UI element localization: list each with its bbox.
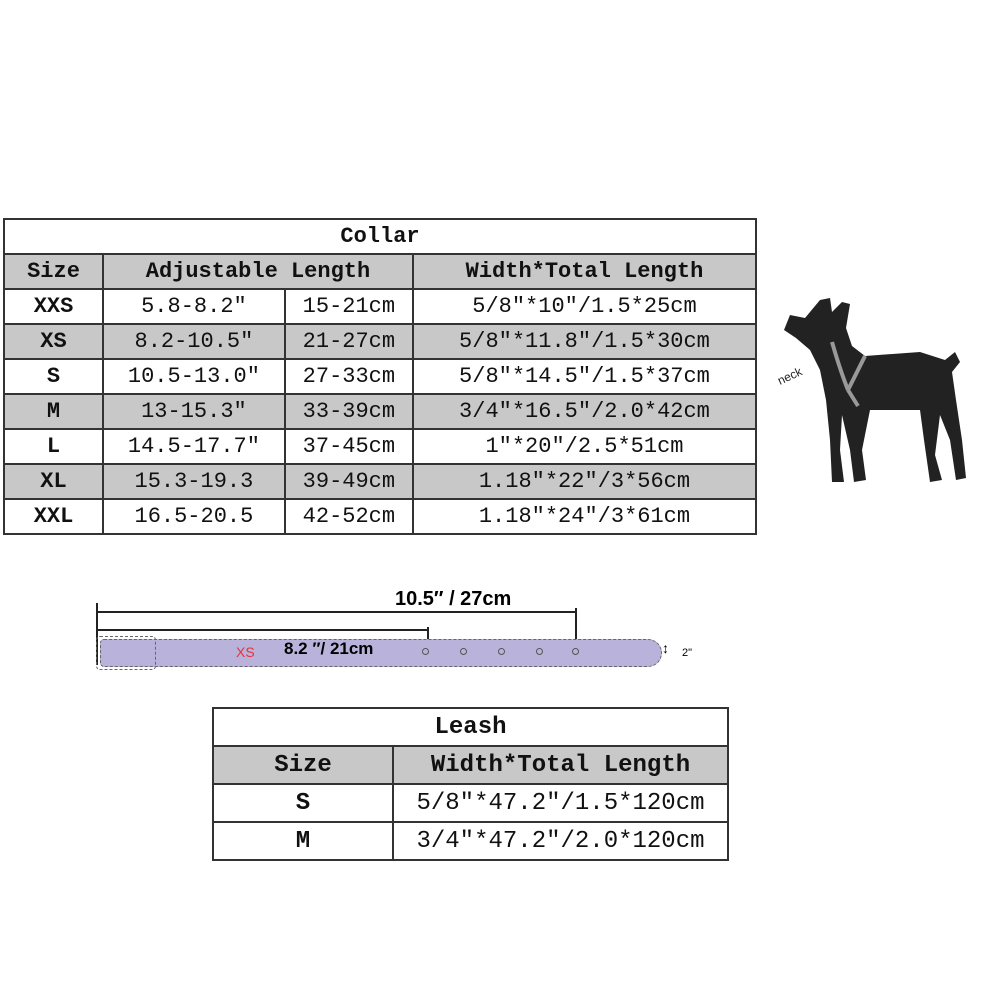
width-label: 2" [682, 647, 693, 659]
cell-size: M [212, 821, 394, 861]
collar-diagram: 10.5″ / 27cm XS 8.2 ″/ 21cm ↕ 2" [96, 588, 696, 680]
cell-size: L [3, 428, 104, 465]
cell-inch: 10.5-13.0″ [102, 358, 286, 395]
cell-inch: 8.2-10.5″ [102, 323, 286, 360]
cell-inch: 14.5-17.7″ [102, 428, 286, 465]
table-row: L 14.5-17.7″ 37-45cm 1″*20″/2.5*51cm [3, 428, 758, 465]
cell-cm: 21-27cm [283, 323, 414, 360]
cell-cm: 27-33cm [283, 358, 414, 395]
cell-width: 5/8″*47.2″/1.5*120cm [392, 783, 729, 823]
cell-cm: 33-39cm [283, 393, 414, 430]
cell-inch: 13-15.3″ [102, 393, 286, 430]
min-length-label: 8.2 ″/ 21cm [284, 639, 374, 658]
cell-cm: 42-52cm [283, 498, 414, 535]
cell-width: 5/8″*10″/1.5*25cm [411, 288, 758, 325]
cell-size: S [3, 358, 104, 395]
leash-size-table: Leash Size Width*Total Length S 5/8″*47.2… [212, 707, 729, 861]
cell-inch: 15.3-19.3 [102, 463, 286, 500]
neck-label: neck [775, 364, 805, 388]
cell-cm: 15-21cm [283, 288, 414, 325]
header-width-total-length: Width*Total Length [392, 745, 729, 785]
cell-width: 5/8″*11.8″/1.5*30cm [411, 323, 758, 360]
cell-size: S [212, 783, 394, 823]
cell-inch: 16.5-20.5 [102, 498, 286, 535]
cell-width: 1″*20″/2.5*51cm [411, 428, 758, 465]
collar-strap [100, 639, 662, 667]
table-row: S 10.5-13.0″ 27-33cm 5/8″*14.5″/1.5*37cm [3, 358, 758, 395]
collar-size-table: Collar Size Adjustable Length Width*Tota… [3, 218, 758, 535]
cell-width: 1.18″*24″/3*61cm [411, 498, 758, 535]
table-row: M 13-15.3″ 33-39cm 3/4″*16.5″/2.0*42cm [3, 393, 758, 430]
cell-size: XS [3, 323, 104, 360]
header-width-total-length: Width*Total Length [411, 253, 758, 290]
cell-size: M [3, 393, 104, 430]
cell-width: 1.18″*22″/3*56cm [411, 463, 758, 500]
cell-width: 3/4″*47.2″/2.0*120cm [392, 821, 729, 861]
min-length-arrow [98, 629, 428, 631]
collar-table-title: Collar [3, 218, 757, 255]
size-label: XS [236, 644, 255, 660]
cell-width: 3/4″*16.5″/2.0*42cm [411, 393, 758, 430]
header-size: Size [212, 745, 394, 785]
table-row: XS 8.2-10.5″ 21-27cm 5/8″*11.8″/1.5*30cm [3, 323, 758, 360]
buckle-icon [96, 636, 156, 670]
cell-cm: 37-45cm [283, 428, 414, 465]
dog-silhouette-icon: neck [775, 298, 966, 482]
header-adjustable-length: Adjustable Length [102, 253, 414, 290]
table-row: XXS 5.8-8.2″ 15-21cm 5/8″*10″/1.5*25cm [3, 288, 758, 325]
leash-table-title: Leash [212, 707, 729, 747]
width-arrow-icon: ↕ [662, 640, 669, 656]
table-row: XL 15.3-19.3 39-49cm 1.18″*22″/3*56cm [3, 463, 758, 500]
table-row: S 5/8″*47.2″/1.5*120cm [212, 783, 729, 823]
cell-size: XL [3, 463, 104, 500]
table-row: M 3/4″*47.2″/2.0*120cm [212, 821, 729, 861]
cell-size: XXL [3, 498, 104, 535]
cell-size: XXS [3, 288, 104, 325]
cell-width: 5/8″*14.5″/1.5*37cm [411, 358, 758, 395]
cell-cm: 39-49cm [283, 463, 414, 500]
cell-inch: 5.8-8.2″ [102, 288, 286, 325]
max-length-label: 10.5″ / 27cm [395, 588, 512, 610]
max-length-arrow [98, 611, 576, 613]
header-size: Size [3, 253, 104, 290]
table-row: XXL 16.5-20.5 42-52cm 1.18″*24″/3*61cm [3, 498, 758, 535]
